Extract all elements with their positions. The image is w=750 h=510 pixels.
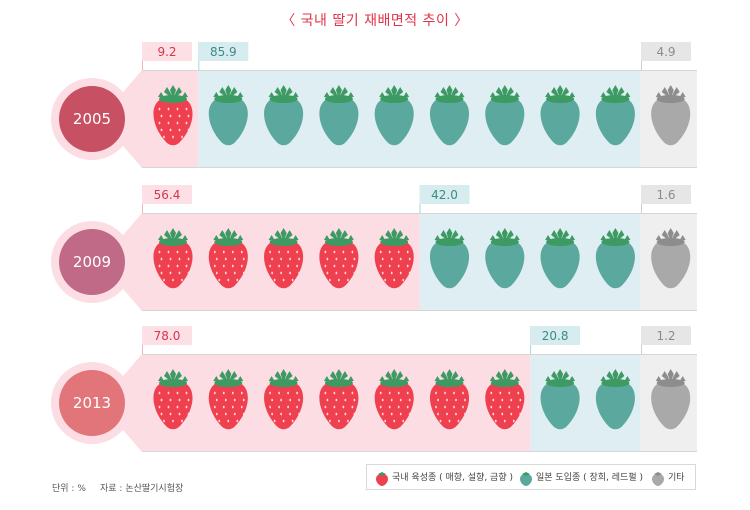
value-tag-other-2005: 4.9: [641, 42, 691, 70]
value-tag-other-2009: 1.6: [641, 185, 691, 213]
strawberry-japanese-2009: [485, 228, 525, 289]
strawberry-domestic-2009: [264, 228, 304, 289]
value-tag-domestic-2005: 9.2: [142, 42, 192, 70]
strawberry-domestic-2013: [264, 369, 304, 430]
strawberry-japanese-2005: [319, 85, 359, 146]
year-circle-2009: [59, 229, 125, 295]
strawberry-domestic-2013: [319, 369, 359, 430]
strawberry-japanese-2005: [540, 85, 580, 146]
strawberry-domestic-2009: [374, 228, 414, 289]
strawberry-japanese-2005: [595, 85, 635, 146]
value-label-domestic-2013: 78.0: [154, 329, 181, 343]
row-2013: 78.0 20.8 1.2 2013: [51, 326, 697, 452]
strawberry-japanese-2009: [429, 228, 470, 289]
value-tag-japanese-2005: 85.9: [198, 42, 249, 70]
strawberry-domestic-2009: [319, 228, 359, 289]
year-label-2013: 2013: [73, 394, 111, 412]
value-label-japanese-2013: 20.8: [542, 329, 569, 343]
value-label-domestic-2009: 56.4: [154, 188, 181, 202]
strawberry-domestic-2005: [153, 85, 193, 146]
unit-note: 단위 : %: [52, 484, 86, 494]
strawberry-domestic-2013: [374, 369, 414, 430]
row-2005: 9.2 85.9 4.9 2005: [51, 42, 697, 168]
value-label-japanese-2005: 85.9: [210, 45, 237, 59]
source-note: 자료 : 논산딸기시험장: [100, 484, 184, 494]
strawberry-japanese-2005: [374, 85, 414, 146]
year-label-2005: 2005: [73, 110, 111, 128]
legend-label-domestic: 국내 육성종 ( 매향, 설향, 금향 ): [392, 473, 513, 483]
value-tag-japanese-2009: 42.0: [419, 185, 470, 213]
strawberry-domestic-2013: [485, 369, 525, 430]
strawberry-other-2009: [651, 228, 691, 289]
strawberry-japanese-2005: [485, 85, 525, 146]
value-label-japanese-2009: 42.0: [431, 188, 458, 202]
value-label-other-2013: 1.2: [656, 329, 675, 343]
value-tag-japanese-2013: 20.8: [530, 326, 581, 354]
strawberry-domestic-2013: [429, 369, 470, 430]
value-label-other-2009: 1.6: [656, 188, 675, 202]
value-tag-domestic-2009: 56.4: [142, 185, 192, 213]
strawberry-japanese-2013: [540, 369, 580, 430]
teal-strawberry-icon: [520, 472, 532, 486]
strawberry-japanese-2009: [540, 228, 580, 289]
strawberry-japanese-2005: [429, 85, 470, 146]
value-tag-domestic-2013: 78.0: [142, 326, 192, 354]
strawberry-other-2013: [651, 369, 691, 430]
strawberry-domestic-2009: [208, 228, 248, 289]
strawberry-domestic-2013: [153, 369, 193, 430]
year-circle-2013: [59, 370, 125, 436]
year-circle-2005: [59, 86, 125, 152]
value-tag-other-2013: 1.2: [641, 326, 691, 354]
value-label-other-2005: 4.9: [656, 45, 675, 59]
gray-strawberry-icon: [652, 472, 664, 486]
legend-label-other: 기타: [668, 473, 685, 483]
strawberry-domestic-2013: [208, 369, 248, 430]
legend: 국내 육성종 ( 매향, 설향, 금향 ) 일본 도입종 ( 장희, 레드펄 )…: [366, 464, 696, 490]
strawberry-japanese-2005: [208, 85, 248, 146]
red-strawberry-icon: [376, 472, 388, 486]
strawberry-japanese-2005: [264, 85, 304, 146]
row-2009: 56.4 42.0 1.6 2009: [51, 185, 697, 311]
value-label-domestic-2005: 9.2: [157, 45, 176, 59]
year-label-2009: 2009: [73, 253, 111, 271]
strawberry-japanese-2009: [595, 228, 635, 289]
strawberry-japanese-2013: [595, 369, 635, 430]
chart-title: 〈 국내 딸기 재배면적 추이 〉: [281, 13, 469, 29]
strawberry-other-2005: [651, 85, 691, 146]
strawberry-domestic-2009: [153, 228, 193, 289]
legend-label-japanese: 일본 도입종 ( 장희, 레드펄 ): [536, 473, 643, 483]
